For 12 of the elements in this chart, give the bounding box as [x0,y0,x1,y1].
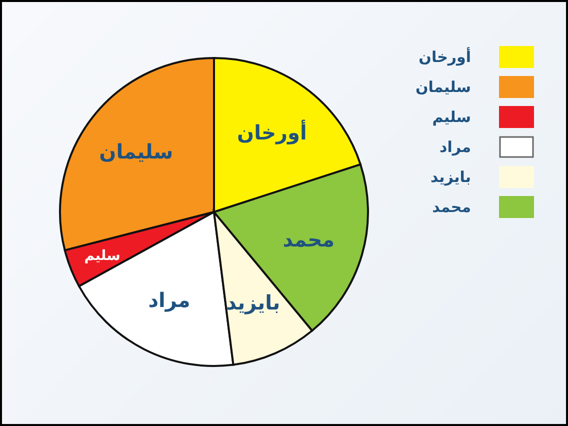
legend-label: بايزيد [430,168,471,186]
legend-label: مراد [440,138,471,156]
legend-label: أورخان [418,48,471,66]
slice-label: سليمان [99,140,174,164]
legend-label: محمد [432,198,471,216]
slice-label: مراد [148,288,190,312]
slice-label: سليم [84,248,120,264]
slice-label: محمد [282,227,335,252]
slice-label: أورخان [237,119,307,144]
category-label: سليمان [416,78,471,96]
slice-label: بايزيد [226,290,280,314]
legend-label: سليم [432,108,471,126]
